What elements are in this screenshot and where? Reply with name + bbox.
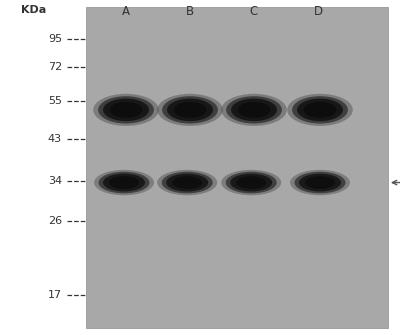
FancyBboxPatch shape — [86, 7, 388, 328]
Ellipse shape — [157, 94, 223, 126]
Ellipse shape — [109, 176, 139, 189]
Ellipse shape — [292, 96, 348, 124]
Text: C: C — [250, 5, 258, 18]
Text: 72: 72 — [48, 62, 62, 72]
Text: 17: 17 — [48, 290, 62, 300]
Text: 95: 95 — [48, 34, 62, 44]
Ellipse shape — [238, 102, 270, 118]
Ellipse shape — [162, 96, 218, 124]
Ellipse shape — [93, 94, 159, 126]
Ellipse shape — [226, 172, 277, 193]
Ellipse shape — [94, 170, 154, 195]
Ellipse shape — [294, 172, 346, 193]
Text: 26: 26 — [48, 216, 62, 226]
Ellipse shape — [157, 170, 217, 195]
Ellipse shape — [172, 176, 202, 189]
Ellipse shape — [299, 174, 341, 192]
Ellipse shape — [167, 98, 213, 121]
Ellipse shape — [305, 176, 335, 189]
Ellipse shape — [103, 98, 149, 121]
Ellipse shape — [287, 94, 353, 126]
Ellipse shape — [162, 172, 213, 193]
Text: 43: 43 — [48, 134, 62, 144]
Ellipse shape — [236, 176, 266, 189]
Ellipse shape — [98, 172, 150, 193]
Text: 34: 34 — [48, 176, 62, 186]
Ellipse shape — [231, 98, 277, 121]
Text: A: A — [122, 5, 130, 18]
Ellipse shape — [103, 174, 145, 192]
Ellipse shape — [290, 170, 350, 195]
Ellipse shape — [174, 102, 206, 118]
Ellipse shape — [110, 102, 142, 118]
Text: D: D — [314, 5, 322, 18]
Ellipse shape — [98, 96, 154, 124]
Ellipse shape — [221, 170, 281, 195]
Text: 55: 55 — [48, 95, 62, 106]
Ellipse shape — [304, 102, 336, 118]
Ellipse shape — [230, 174, 272, 192]
Text: KDa: KDa — [21, 5, 47, 15]
Ellipse shape — [226, 96, 282, 124]
Ellipse shape — [221, 94, 287, 126]
Ellipse shape — [297, 98, 343, 121]
Ellipse shape — [166, 174, 208, 192]
Text: B: B — [186, 5, 194, 18]
